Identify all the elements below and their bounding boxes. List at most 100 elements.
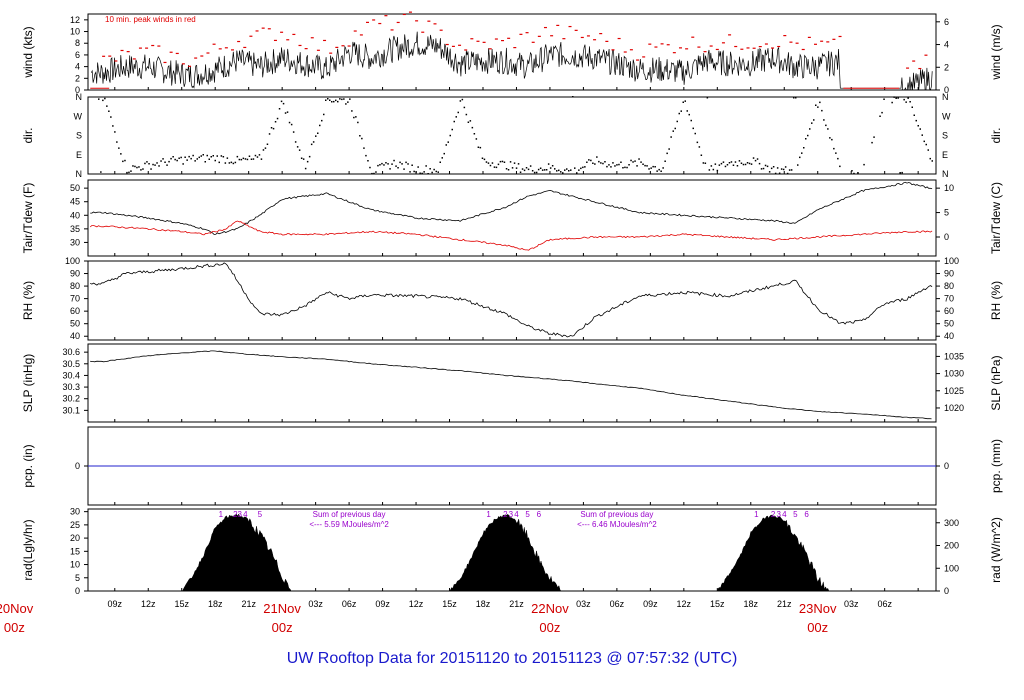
dir-point	[650, 167, 652, 169]
dir-tick-right: N	[942, 92, 949, 102]
ylabel-right-rad: rad (W/m^2)	[989, 517, 1003, 583]
dir-point	[222, 156, 225, 158]
day-label-date: 21Nov	[263, 601, 301, 616]
dir-point	[780, 168, 783, 170]
dir-point	[463, 106, 466, 109]
dir-point	[429, 168, 431, 170]
right-tick-label-wind: 4	[944, 40, 949, 50]
time-tick-label: 18z	[208, 599, 223, 609]
dir-point	[616, 164, 618, 166]
dir-point	[367, 160, 369, 162]
dir-point	[634, 160, 636, 162]
time-tick-label: 06z	[877, 599, 892, 609]
dir-point	[138, 166, 140, 168]
dir-point	[421, 172, 423, 175]
dir-point	[507, 169, 510, 171]
dir-point	[521, 168, 524, 170]
dir-point	[578, 169, 580, 171]
rad-hour-marker: 5	[258, 510, 263, 519]
dir-point	[823, 119, 825, 121]
dir-point	[626, 166, 628, 169]
dir-point	[296, 146, 299, 148]
dir-point	[168, 160, 170, 163]
left-tick-label-wind: 4	[75, 62, 80, 72]
dir-point	[445, 144, 447, 146]
right-tick-label-rh: 80	[944, 281, 954, 291]
dir-point	[264, 147, 267, 149]
dir-point	[377, 164, 379, 167]
rad-hour-marker: 6	[537, 510, 542, 519]
dir-tick-left: N	[76, 169, 83, 179]
dir-point	[443, 152, 445, 155]
dir-point	[758, 162, 761, 165]
dir-point	[724, 165, 727, 168]
dir-point	[292, 131, 295, 133]
dir-point	[622, 167, 624, 169]
dir-point	[312, 141, 315, 143]
dir-point	[768, 171, 771, 173]
dir-point	[485, 161, 488, 163]
dir-point	[192, 154, 194, 157]
ylabel-left-rh: RH (%)	[21, 281, 35, 320]
rad-hour-marker: 1	[754, 510, 759, 519]
ylabel-right-rh: RH (%)	[989, 281, 1003, 320]
dir-point	[670, 136, 672, 138]
dir-point	[774, 172, 777, 175]
dir-point	[469, 120, 472, 122]
dir-tick-right: E	[942, 150, 948, 160]
dir-point	[387, 163, 389, 165]
panel-frame-rh	[87, 260, 937, 341]
left-tick-label-rad: 0	[75, 586, 80, 596]
dir-point	[210, 156, 212, 158]
dir-point	[839, 165, 841, 168]
right-tick-label-rh: 90	[944, 269, 954, 279]
dir-point	[821, 109, 823, 112]
dir-point	[260, 158, 263, 160]
dir-point	[144, 162, 146, 165]
dir-point	[690, 119, 692, 122]
dir-point	[570, 169, 572, 171]
time-tick-label: 09z	[375, 599, 390, 609]
panel-frame-wind	[87, 13, 937, 91]
time-tick-label: 03z	[308, 599, 323, 609]
dir-point	[230, 161, 233, 164]
dir-point	[162, 158, 164, 160]
dir-point	[437, 171, 439, 173]
dir-point	[288, 121, 291, 124]
dir-point	[666, 152, 668, 155]
dir-point	[246, 158, 249, 161]
dir-point	[566, 168, 568, 170]
dir-point	[782, 168, 785, 171]
dir-point	[704, 162, 707, 164]
time-tick-label: 09z	[108, 599, 123, 609]
rad-hour-marker: 1	[219, 510, 224, 519]
left-tick-label-slp: 30.2	[62, 394, 80, 404]
right-tick-label-temp: 5	[944, 208, 949, 218]
dir-point	[921, 134, 923, 136]
dir-point	[280, 100, 283, 103]
dir-point	[148, 163, 150, 165]
ylabel-left-temp: Tair/Tdew (F)	[21, 183, 35, 254]
dir-point	[200, 155, 202, 157]
left-tick-label-rad: 15	[70, 546, 80, 556]
dir-point	[483, 158, 486, 161]
dir-point	[118, 147, 120, 149]
series-tair-line	[90, 181, 933, 235]
right-tick-label-rh: 50	[944, 319, 954, 329]
dir-point	[323, 113, 325, 116]
dir-point	[604, 161, 606, 163]
dir-point	[588, 159, 590, 161]
dir-point	[166, 164, 168, 166]
time-tick-label: 15z	[174, 599, 189, 609]
dir-point	[327, 98, 329, 100]
left-tick-label-wind: 0	[75, 85, 80, 95]
dir-point	[620, 161, 622, 163]
dir-point	[473, 133, 476, 135]
radiation-area-day-2	[448, 513, 562, 592]
dir-point	[415, 171, 417, 173]
dir-point	[746, 162, 749, 164]
dir-point	[825, 124, 827, 127]
dir-point	[435, 170, 437, 173]
right-tick-label-temp: 0	[944, 232, 949, 242]
dir-point	[895, 97, 897, 99]
